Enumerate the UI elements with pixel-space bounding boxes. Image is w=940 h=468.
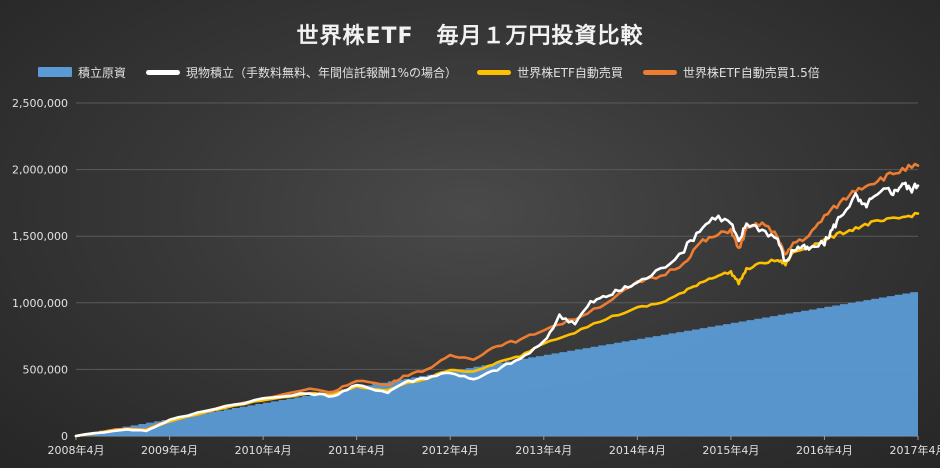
legend-swatch-spot — [146, 69, 181, 75]
legend-swatch-auto — [477, 69, 512, 75]
legend-label-auto-15x: 世界株ETF自動売買1.5倍 — [682, 65, 820, 80]
x-tick-label: 2009年4月 — [141, 443, 198, 457]
y-tick-label: 1,000,000 — [12, 297, 68, 310]
legend-label-spot: 現物積立（手数料無料、年間信託報酬1%の場合） — [186, 65, 458, 80]
legend-label-auto: 世界株ETF自動売買 — [517, 65, 623, 80]
x-tick-label: 2014年4月 — [609, 443, 666, 457]
x-tick-label: 2010年4月 — [235, 443, 292, 457]
y-tick-label: 500,000 — [23, 363, 69, 376]
legend-item-spot: 現物積立（手数料無料、年間信託報酬1%の場合） — [146, 64, 457, 81]
chart-legend: 積立原資 現物積立（手数料無料、年間信託報酬1%の場合） 世界株ETF自動売買 … — [38, 62, 930, 82]
legend-swatch-auto-15x — [642, 69, 677, 75]
chart-title: 世界株ETF 毎月１万円投資比較 — [296, 24, 644, 49]
x-tick-label: 2011年4月 — [328, 443, 385, 457]
legend-item-auto-15x: 世界株ETF自動売買1.5倍 — [642, 64, 820, 81]
y-tick-label: 1,500,000 — [12, 230, 68, 243]
legend-swatch-principal — [38, 67, 72, 77]
x-tick-label: 2016年4月 — [796, 443, 853, 457]
x-tick-label: 2013年4月 — [515, 443, 572, 457]
x-tick-label: 2008年4月 — [48, 443, 105, 457]
legend-item-principal: 積立原資 — [38, 64, 126, 81]
legend-label-principal: 積立原資 — [78, 65, 127, 80]
x-tick-label: 2017年4月 — [890, 443, 940, 457]
series-spot-line — [74, 181, 920, 438]
legend-item-auto: 世界株ETF自動売買 — [477, 64, 623, 81]
y-tick-label: 2,000,000 — [12, 164, 68, 177]
x-tick-label: 2015年4月 — [702, 443, 759, 457]
y-tick-label: 2,500,000 — [12, 97, 68, 110]
x-tick-label: 2012年4月 — [422, 443, 479, 457]
y-tick-label: 0 — [61, 430, 68, 443]
